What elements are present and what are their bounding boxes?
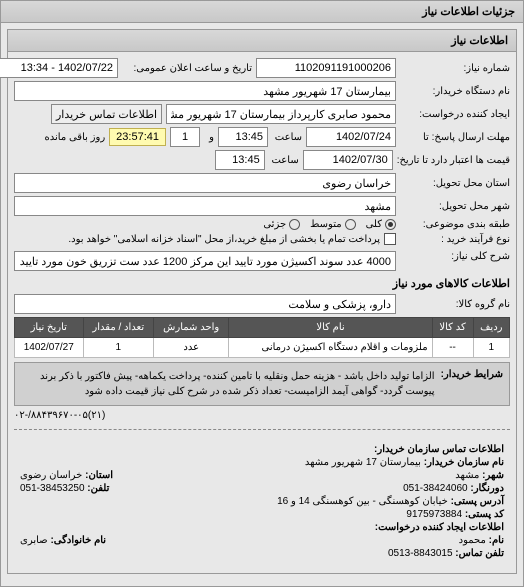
conditions-box: شرایط خریدار: الزاما تولید داخل باشد - ه… (14, 362, 510, 406)
price-time-input[interactable] (215, 150, 265, 170)
org-label: نام سازمان خریدار: (424, 457, 504, 468)
tel-value: 0513-8843015 (388, 548, 453, 559)
address-label: آدرس پستی: (451, 496, 504, 507)
th-code: کد کالا (432, 318, 473, 338)
td-name: ملزومات و اقلام دستگاه اکسیژن درمانی (229, 338, 432, 358)
city-input[interactable] (14, 196, 396, 216)
radio-med-label: متوسط (310, 219, 341, 230)
countdown-badge: 23:57:41 (109, 128, 166, 146)
desc-label: شرح کلی نیاز: (400, 251, 510, 262)
name-label: نام: (489, 535, 504, 546)
th-name: نام کالا (229, 318, 432, 338)
deadline-time-label: ساعت (272, 132, 302, 143)
phone-label: تلفن: (87, 483, 109, 494)
pager-text: ۰۲-/۸۸۴۳۹۶۷۰-۰۵(۲۱) (14, 410, 510, 421)
th-qty: تعداد / مقدار (83, 318, 153, 338)
deadline-time-input[interactable] (218, 127, 268, 147)
address-value: خیابان کوهسنگی - بین کوهسنگی 14 و 16 (277, 496, 448, 507)
deadline-date-input[interactable] (306, 127, 396, 147)
days-input[interactable] (170, 127, 200, 147)
th-unit: واحد شمارش (153, 318, 228, 338)
tel-label: تلفن تماس: (455, 548, 504, 559)
remaining-label: روز باقی مانده (45, 132, 106, 143)
buyer-label: نام دستگاه خریدار: (400, 86, 510, 97)
radio-detail-label: جزئی (263, 219, 286, 230)
buyer-input[interactable] (14, 81, 396, 101)
goods-title: اطلاعات کالاهای مورد نیاز (14, 277, 510, 290)
process-label: نوع فرآیند خرید : (400, 234, 510, 245)
goods-table: ردیف کد کالا نام کالا واحد شمارش تعداد /… (14, 317, 510, 358)
org-value: بیمارستان 17 شهریور مشهد (305, 457, 421, 468)
td-code: -- (432, 338, 473, 358)
pub-date-input[interactable] (0, 58, 118, 78)
info-tab-header: اطلاعات نیاز (8, 30, 516, 52)
req-no-label: شماره نیاز: (400, 63, 510, 74)
radio-dot-icon (345, 219, 356, 230)
desc-input[interactable] (14, 251, 396, 271)
requester-input[interactable] (166, 104, 396, 124)
goods-group-input[interactable] (14, 294, 396, 314)
family-label: نام خانوادگی: (50, 535, 106, 546)
td-unit: عدد (153, 338, 228, 358)
name-value: محمود (459, 535, 486, 546)
radio-med[interactable]: متوسط (310, 219, 355, 230)
fax-label: دورنگار: (470, 483, 504, 494)
td-row: 1 (473, 338, 509, 358)
conditions-text: الزاما تولید داخل باشد - هزینه حمل ونقلی… (21, 369, 435, 399)
city-label: شهر محل تحویل: (400, 201, 510, 212)
deadline-label: مهلت ارسال پاسخ: تا (400, 132, 510, 143)
th-date: تاریخ نیاز (15, 318, 84, 338)
radio-detail[interactable]: جزئی (263, 219, 300, 230)
radio-all[interactable]: کلی (366, 219, 396, 230)
contact-province: خراسان رضوی (20, 470, 82, 481)
conditions-label: شرایط خریدار: (441, 369, 503, 399)
req-no-input[interactable] (256, 58, 396, 78)
contact-city: مشهد (455, 470, 479, 481)
goods-group-label: نام گروه کالا: (400, 299, 510, 310)
postal-label: کد پستی: (465, 509, 504, 520)
table-row[interactable]: 1 -- ملزومات و اقلام دستگاه اکسیژن درمان… (15, 338, 510, 358)
process-checkbox[interactable] (384, 233, 396, 245)
contact-button[interactable]: اطلاعات تماس خریدار (51, 104, 162, 124)
radio-all-label: کلی (366, 219, 382, 230)
td-date: 1402/07/27 (15, 338, 84, 358)
divider (14, 429, 510, 430)
radio-dot-icon (289, 219, 300, 230)
pub-date-label: تاریخ و ساعت اعلان عمومی: (122, 63, 252, 74)
process-text: پرداخت تمام یا بخشی از مبلغ خرید،از محل … (68, 234, 380, 245)
contact-section: اطلاعات تماس سازمان خریدار: نام سازمان خ… (14, 438, 510, 567)
radio-dot-icon (385, 219, 396, 230)
details-panel: جزئیات اطلاعات نیاز اطلاعات نیاز شماره ن… (0, 0, 524, 587)
price-time-label: ساعت (269, 155, 299, 166)
category-label: طبقه بندی موضوعی: (400, 219, 510, 230)
panel-title: جزئیات اطلاعات نیاز (1, 1, 523, 23)
family-value: صابری (20, 535, 48, 546)
creator-title: اطلاعات ایجاد کننده درخواست: (20, 522, 504, 533)
contact-city-label: شهر: (482, 470, 504, 481)
province-input[interactable] (14, 173, 396, 193)
td-qty: 1 (83, 338, 153, 358)
th-row: ردیف (473, 318, 509, 338)
price-date-input[interactable] (303, 150, 393, 170)
price-date-label: قیمت ها اعتبار دارد تا تاریخ: (397, 155, 510, 166)
days-and-label: و (204, 132, 214, 143)
contact-title: اطلاعات تماس سازمان خریدار: (20, 444, 504, 455)
province-label: استان محل تحویل: (400, 178, 510, 189)
requester-label: ایجاد کننده درخواست: (400, 109, 510, 120)
fax-value: 051-38424060 (403, 483, 468, 494)
contact-province-label: استان: (85, 470, 113, 481)
postal-value: 9175973884 (406, 509, 462, 520)
phone-value: 051-38453250 (20, 483, 85, 494)
